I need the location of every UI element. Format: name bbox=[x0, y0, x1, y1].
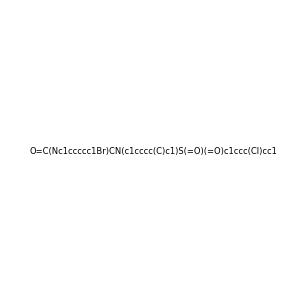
Text: O=C(Nc1ccccc1Br)CN(c1cccc(C)c1)S(=O)(=O)c1ccc(Cl)cc1: O=C(Nc1ccccc1Br)CN(c1cccc(C)c1)S(=O)(=O)… bbox=[30, 147, 278, 156]
